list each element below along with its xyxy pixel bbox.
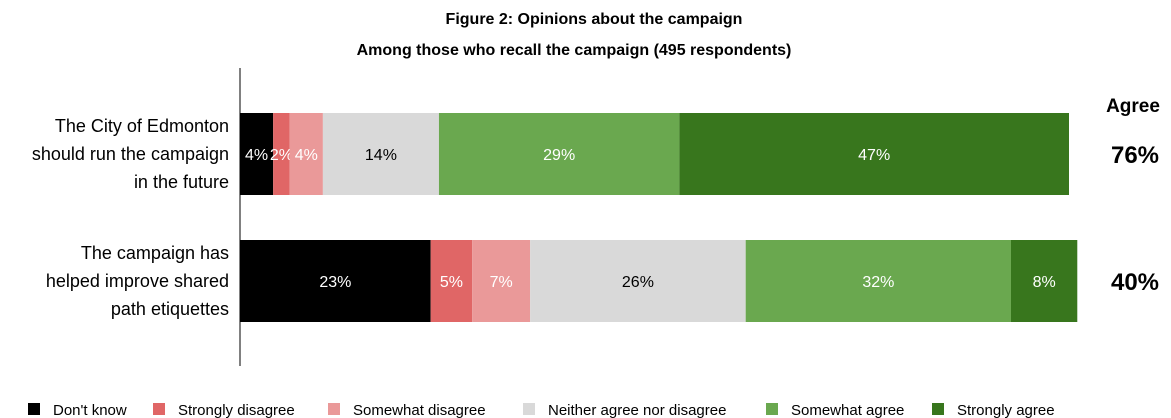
bar-segment-1-3 [289, 113, 323, 195]
bar-segment-2-2 [430, 240, 473, 322]
data-label-1-4: 14% [365, 147, 397, 164]
bar-segment-1-2 [273, 113, 290, 195]
legend-label-5: Somewhat agree [791, 402, 904, 418]
bar-segment-1-1 [240, 113, 274, 195]
legend-label-4: Neither agree nor disagree [548, 402, 726, 418]
bar-segment-1-6 [679, 113, 1069, 195]
legend-swatch-3 [328, 403, 340, 415]
bar-segment-2-3 [472, 240, 531, 322]
legend-label-3: Somewhat disagree [353, 402, 486, 418]
agree-values-group: 76% 40% [1111, 142, 1159, 296]
legend-swatch-4 [523, 403, 535, 415]
data-label-2-5: 32% [862, 274, 894, 291]
legend-swatch-5 [766, 403, 778, 415]
data-label-2-4: 26% [622, 274, 654, 291]
data-label-2-6: 8% [1033, 274, 1056, 291]
data-label-2-2: 5% [440, 274, 463, 291]
data-label-2-1: 23% [319, 274, 351, 291]
data-label-1-2: 2% [270, 147, 293, 164]
bar-segment-2-6 [1010, 240, 1078, 322]
data-label-1-1: 4% [245, 147, 268, 164]
legend: Don't know Strongly disagree Somewhat disa… [28, 402, 1055, 418]
chart-subtitle: Among those who recall the campaign (495… [357, 42, 792, 59]
data-label-1-6: 47% [858, 147, 890, 164]
chart-title: Figure 2: Opinions about the campaign [446, 11, 743, 28]
bars-group: 4% 2% 4% 14% 29% 47% 23% 5% 7% 26% 32% 8% [240, 113, 1078, 322]
legend-swatch-6 [932, 403, 944, 415]
legend-swatch-1 [28, 403, 40, 415]
category-label-2-line-2: helped improve shared [46, 271, 229, 291]
data-label-2-3: 7% [490, 274, 513, 291]
bar-segment-2-1 [240, 240, 431, 322]
bar-segment-2-5 [745, 240, 1011, 322]
agree-header: Agree [1106, 96, 1160, 117]
bar-segment-1-5 [438, 113, 680, 195]
category-label-1-line-1: The City of Edmonton [55, 116, 229, 136]
bar-segment-2-4 [530, 240, 746, 322]
agree-value-2: 40% [1111, 269, 1159, 296]
category-label-1-line-3: in the future [134, 172, 229, 192]
category-label-2-line-3: path etiquettes [111, 299, 229, 319]
category-label-1-line-2: should run the campaign [32, 144, 229, 164]
legend-label-1: Don't know [53, 402, 127, 418]
data-label-1-5: 29% [543, 147, 575, 164]
category-labels-group: The City of Edmonton should run the campa… [32, 116, 229, 319]
data-label-1-3: 4% [295, 147, 318, 164]
legend-label-2: Strongly disagree [178, 402, 295, 418]
bar-segment-1-4 [322, 113, 439, 195]
legend-label-6: Strongly agree [957, 402, 1055, 418]
legend-swatch-2 [153, 403, 165, 415]
agree-value-1: 76% [1111, 142, 1159, 169]
category-label-2-line-1: The campaign has [81, 243, 229, 263]
